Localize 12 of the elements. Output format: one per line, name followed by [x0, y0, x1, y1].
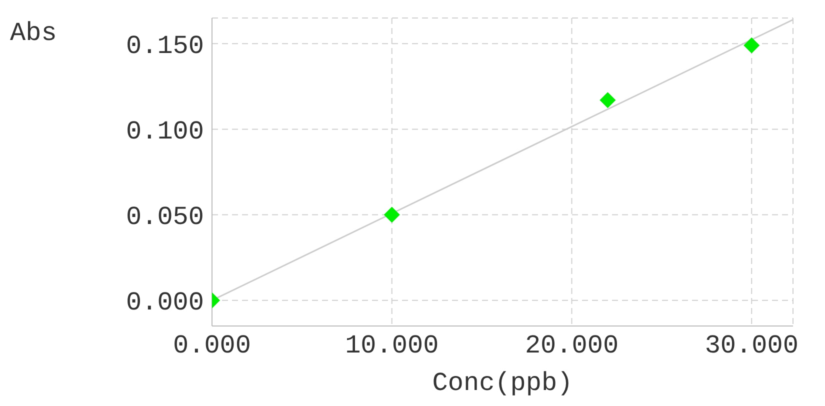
x-tick-label: 30.000: [704, 330, 798, 360]
y-tick-label: 0.000: [126, 288, 204, 318]
y-tick-label: 0.150: [126, 30, 204, 61]
x-tick-label: 20.000: [524, 330, 619, 360]
x-tick-label: 0.000: [172, 330, 252, 360]
y-tick-label: 0.100: [126, 116, 204, 146]
x-axis-title: Conc(ppb): [432, 368, 573, 398]
point: [744, 37, 760, 54]
y-tick-label: 0.050: [126, 202, 204, 232]
point: [600, 92, 616, 108]
y-axis-title: Abs: [10, 18, 57, 48]
x-tick-label: 10.000: [345, 330, 439, 360]
